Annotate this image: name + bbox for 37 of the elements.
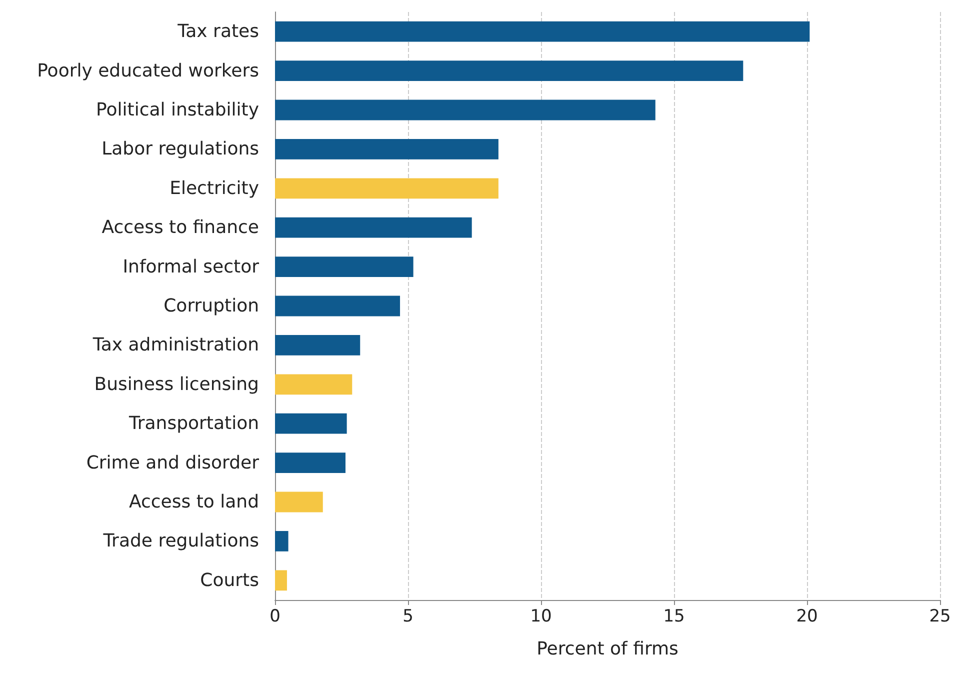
y-tick-label: Business licensing (94, 374, 259, 395)
y-tick-label: Tax administration (92, 334, 259, 356)
y-tick-label: Trade regulations (102, 530, 259, 552)
bar (275, 374, 352, 395)
bar (275, 335, 360, 356)
bar (275, 531, 288, 552)
bar (275, 60, 744, 81)
x-tick-label: 10 (530, 606, 552, 626)
y-tick-label: Electricity (170, 178, 260, 199)
bar (275, 492, 323, 512)
y-tick-label: Poorly educated workers (37, 60, 259, 82)
y-tick-label: Labor regulations (102, 138, 259, 160)
y-tick-label: Political instability (96, 100, 260, 120)
x-axis-title: Percent of firms (536, 638, 678, 660)
y-tick-label: Courts (200, 570, 259, 591)
bar (275, 413, 347, 434)
x-tick-label: 25 (929, 606, 951, 626)
bar (275, 178, 498, 199)
x-tick-label: 0 (270, 606, 280, 626)
x-tick-label: 5 (402, 606, 414, 626)
x-tick-label: 20 (796, 606, 818, 626)
y-tick-label: Corruption (164, 296, 259, 316)
y-tick-label: Tax rates (176, 21, 259, 42)
x-tick-label: 15 (663, 606, 685, 626)
bar (275, 139, 498, 160)
y-tick-label: Crime and disorder (86, 452, 260, 474)
bar (275, 100, 656, 120)
bar (275, 217, 472, 238)
bar (275, 452, 346, 473)
bar (275, 296, 400, 316)
y-tick-label: Access to finance (102, 217, 259, 238)
y-tick-label: Access to land (129, 492, 259, 512)
y-tick-label: Informal sector (122, 256, 260, 278)
bar (275, 570, 287, 591)
bar (275, 256, 414, 277)
bar (275, 21, 810, 42)
y-tick-label: Transportation (128, 413, 259, 434)
